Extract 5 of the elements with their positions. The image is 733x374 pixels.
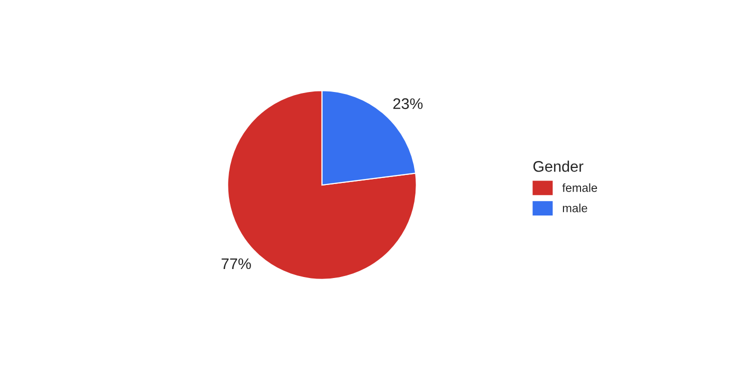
data-label: 77%	[222, 258, 251, 270]
data-label: 23%	[393, 98, 423, 110]
legend-title: Gender	[533, 160, 584, 172]
legend-label: male	[562, 204, 588, 212]
legend-label: female	[562, 183, 598, 192]
